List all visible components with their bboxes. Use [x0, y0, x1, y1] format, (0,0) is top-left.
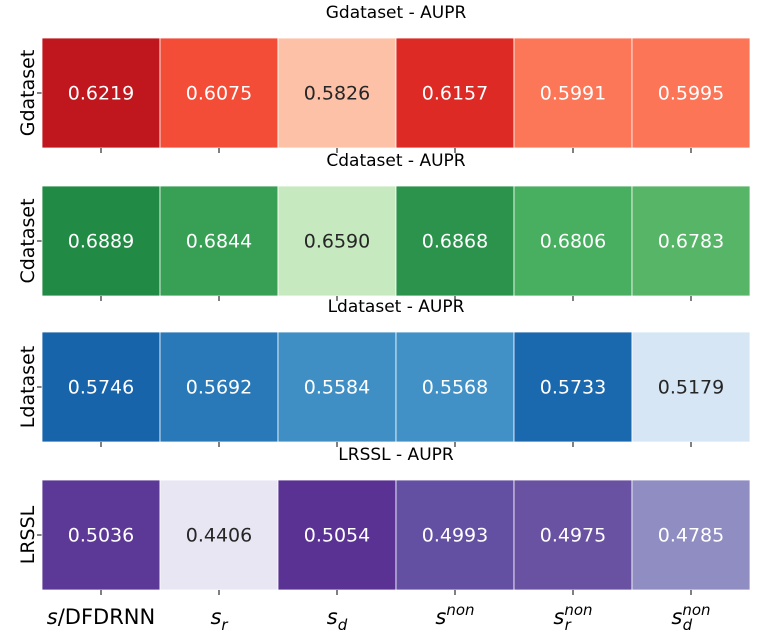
heatmap-cell	[159, 185, 279, 297]
heatmap-cell	[631, 37, 751, 149]
cell-value-label: 0.6075	[186, 83, 252, 105]
heatmap-cell	[513, 37, 633, 149]
heatmap-cell	[631, 185, 751, 297]
x-tick-label-base: s	[47, 605, 58, 629]
heatmap-cell	[277, 331, 397, 443]
cell-value-label: 0.6868	[422, 231, 488, 253]
cell-value-label: 0.6806	[540, 231, 606, 253]
x-tick-label-suffix: /DFDRNN	[58, 605, 156, 629]
heatmap-cell	[159, 37, 279, 149]
cell-value-label: 0.5179	[658, 377, 724, 399]
cell-value-label: 0.5991	[540, 83, 606, 105]
x-tick-label-base: s	[553, 605, 564, 629]
cell-value-label: 0.4785	[658, 525, 724, 547]
heatmap-cell	[41, 479, 161, 591]
cell-value-label: 0.5036	[68, 525, 134, 547]
heatmap-panel-2: Cdataset - AUPR Cdataset 0.6889 0.6844 0.659…	[17, 151, 751, 301]
heatmap-cell	[395, 37, 515, 149]
cell-value-label: 0.6590	[304, 231, 370, 253]
x-tick-label-superscript: non	[682, 601, 710, 619]
x-tick-label-subscript: d	[338, 616, 348, 634]
cell-value-label: 0.4993	[422, 525, 488, 547]
x-tick-label-base: s	[435, 605, 446, 629]
cell-value-label: 0.5692	[186, 377, 252, 399]
panel-title: Ldataset - AUPR	[328, 297, 465, 317]
x-tick-label-subscript: r	[221, 616, 228, 634]
heatmap-cell	[631, 331, 751, 443]
cell-value-label: 0.5568	[422, 377, 488, 399]
cell-value-label: 0.6219	[68, 83, 134, 105]
x-tick-label: snon	[435, 601, 474, 629]
heatmap-cell	[277, 37, 397, 149]
heatmap-cell	[395, 185, 515, 297]
heatmap-cell	[41, 331, 161, 443]
x-tick-label: sd	[327, 605, 348, 634]
x-tick-label: snon r	[553, 601, 592, 634]
heatmap-panel-4: LRSSL - AUPR LRSSL 0.5036 0.4406 0.5054 0.499…	[17, 445, 751, 595]
x-tick-label-superscript: non	[446, 601, 474, 619]
panel-ylabel: Cdataset	[17, 198, 39, 283]
x-tick-label: s/DFDRNN	[47, 605, 155, 629]
x-tick-label-base: s	[210, 605, 221, 629]
panel-ylabel: Ldataset	[17, 346, 39, 428]
cell-value-label: 0.6783	[658, 231, 724, 253]
x-tick-label-subscript: r	[565, 616, 572, 634]
x-tick-label-base: s	[327, 605, 338, 629]
heatmap-cell	[631, 479, 751, 591]
cell-value-label: 0.6157	[422, 83, 488, 105]
cell-value-label: 0.5746	[68, 377, 134, 399]
cell-value-label: 0.4975	[540, 525, 606, 547]
cell-value-label: 0.5826	[304, 83, 370, 105]
x-tick-label-superscript: non	[564, 601, 592, 619]
heatmap-panel-1: Gdataset - AUPR Gdataset 0.6219 0.6075 0.582…	[17, 3, 751, 153]
heatmap-cell	[41, 185, 161, 297]
cell-value-label: 0.5584	[304, 377, 370, 399]
cell-value-label: 0.4406	[186, 525, 252, 547]
panel-title: LRSSL - AUPR	[338, 445, 454, 465]
x-tick-label-base: s	[671, 605, 682, 629]
cell-value-label: 0.6844	[186, 231, 252, 253]
cell-value-label: 0.5995	[658, 83, 724, 105]
panel-title: Cdataset - AUPR	[326, 151, 465, 171]
x-tick-label: snon d	[671, 601, 710, 634]
cell-value-label: 0.5054	[304, 525, 370, 547]
panel-ylabel: LRSSL	[17, 505, 39, 564]
heatmap-cell	[513, 185, 633, 297]
heatmap-cell	[513, 479, 633, 591]
panel-title: Gdataset - AUPR	[326, 3, 467, 23]
panel-ylabel: Gdataset	[17, 50, 39, 137]
heatmap-cell	[277, 185, 397, 297]
heatmap-cell	[159, 331, 279, 443]
heatmap-panel-3: Ldataset - AUPR Ldataset 0.5746 0.5692 0.558…	[17, 297, 751, 447]
cell-value-label: 0.5733	[540, 377, 606, 399]
x-tick-label: sr	[210, 605, 228, 634]
cell-value-label: 0.6889	[68, 231, 134, 253]
heatmap-cell	[277, 479, 397, 591]
x-tick-label-subscript: d	[683, 616, 693, 634]
heatmap-cell	[513, 331, 633, 443]
heatmap-cell	[395, 331, 515, 443]
